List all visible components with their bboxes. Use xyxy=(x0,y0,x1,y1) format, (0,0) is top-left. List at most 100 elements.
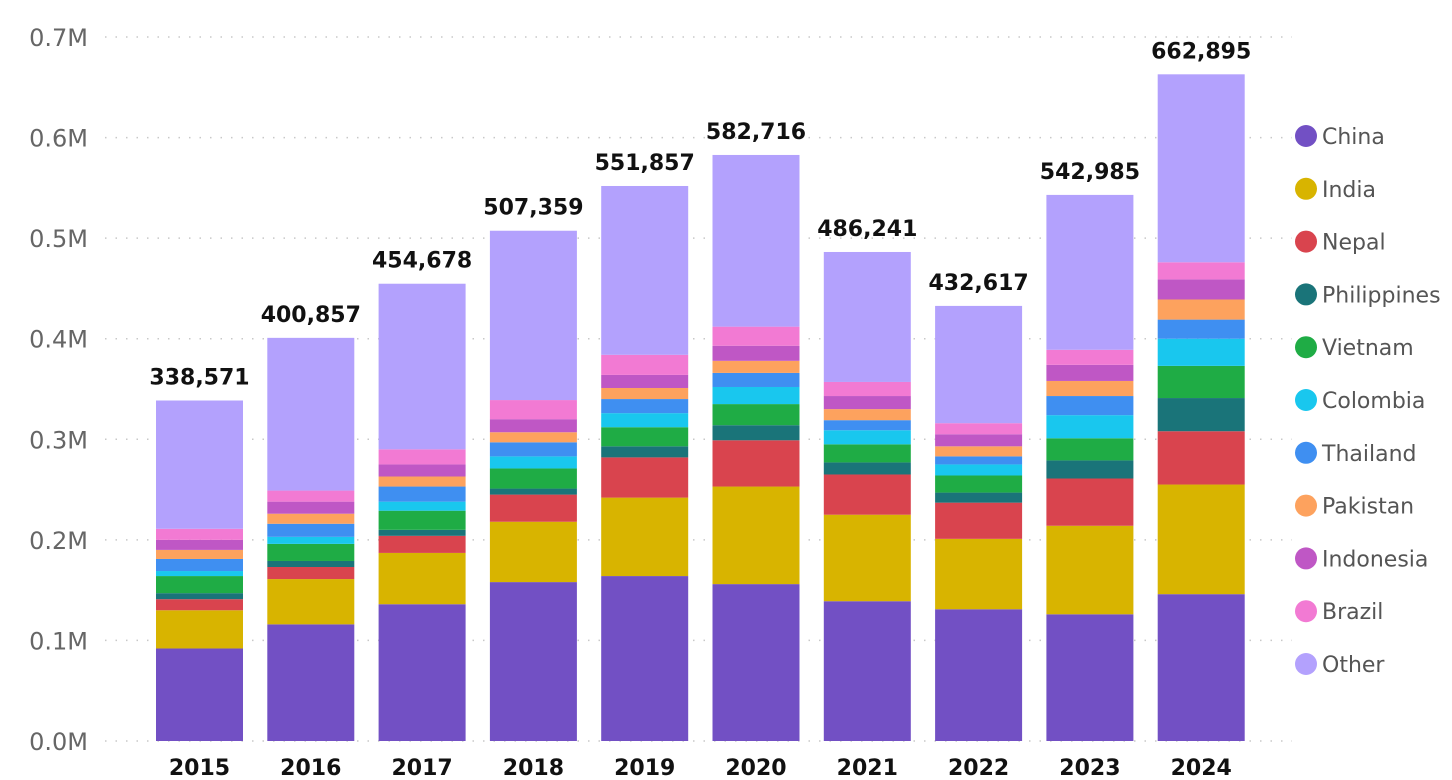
bar-segment-pakistan-2019[interactable] xyxy=(601,387,689,400)
bar-segment-brazil-2022[interactable] xyxy=(935,423,1023,435)
bar-segment-china-2019[interactable] xyxy=(601,576,689,741)
bar-segment-philippines-2019[interactable] xyxy=(601,446,689,458)
bar-segment-india-2019[interactable] xyxy=(601,497,689,577)
bar-segment-colombia-2018[interactable] xyxy=(489,456,577,469)
bar-segment-nepal-2021[interactable] xyxy=(823,474,911,515)
bar-segment-thailand-2017[interactable] xyxy=(378,486,466,502)
bar-segment-brazil-2020[interactable] xyxy=(712,326,800,346)
bar-segment-other-2016[interactable] xyxy=(267,337,355,491)
bar-segment-other-2019[interactable] xyxy=(601,185,689,355)
bar-segment-colombia-2022[interactable] xyxy=(935,464,1023,476)
bar-segment-thailand-2019[interactable] xyxy=(601,399,689,414)
bar-segment-other-2024[interactable] xyxy=(1157,74,1245,263)
legend-item-nepal[interactable]: Nepal xyxy=(1295,230,1386,256)
bar-segment-pakistan-2023[interactable] xyxy=(1046,380,1134,397)
legend-item-other[interactable]: Other xyxy=(1295,653,1385,678)
bar-segment-philippines-2016[interactable] xyxy=(267,560,355,568)
bar-segment-china-2021[interactable] xyxy=(823,601,911,741)
bar-segment-indonesia-2019[interactable] xyxy=(601,374,689,388)
legend-item-brazil[interactable]: Brazil xyxy=(1295,600,1383,625)
bar-segment-thailand-2015[interactable] xyxy=(156,558,243,572)
bar-segment-indonesia-2021[interactable] xyxy=(823,396,911,410)
bar-segment-pakistan-2022[interactable] xyxy=(935,446,1023,457)
bar-segment-pakistan-2017[interactable] xyxy=(378,476,466,487)
bar-segment-vietnam-2024[interactable] xyxy=(1157,365,1245,399)
bar-segment-other-2015[interactable] xyxy=(156,400,243,529)
bar-segment-indonesia-2018[interactable] xyxy=(489,419,577,433)
bar-segment-vietnam-2023[interactable] xyxy=(1046,438,1134,461)
bar-segment-nepal-2022[interactable] xyxy=(935,502,1023,539)
legend-item-philippines[interactable]: Philippines xyxy=(1295,283,1441,308)
bar-segment-other-2018[interactable] xyxy=(489,230,577,401)
bar-segment-philippines-2022[interactable] xyxy=(935,492,1023,503)
bar-segment-india-2018[interactable] xyxy=(489,521,577,583)
legend-item-indonesia[interactable]: Indonesia xyxy=(1295,547,1428,572)
bar-segment-vietnam-2021[interactable] xyxy=(823,444,911,463)
bar-segment-philippines-2018[interactable] xyxy=(489,488,577,495)
bar-segment-brazil-2015[interactable] xyxy=(156,528,243,540)
bar-segment-other-2017[interactable] xyxy=(378,283,466,450)
bar-segment-other-2021[interactable] xyxy=(823,251,911,382)
legend-item-india[interactable]: India xyxy=(1295,177,1376,203)
bar-segment-thailand-2024[interactable] xyxy=(1157,319,1245,339)
bar-segment-other-2023[interactable] xyxy=(1046,194,1134,350)
bar-segment-nepal-2019[interactable] xyxy=(601,457,689,498)
legend-item-colombia[interactable]: Colombia xyxy=(1295,389,1425,414)
bar-segment-brazil-2023[interactable] xyxy=(1046,349,1134,365)
legend-item-vietnam[interactable]: Vietnam xyxy=(1295,336,1414,361)
bar-segment-nepal-2024[interactable] xyxy=(1157,431,1245,485)
bar-segment-other-2020[interactable] xyxy=(712,154,800,327)
bar-segment-pakistan-2024[interactable] xyxy=(1157,299,1245,320)
bar-segment-brazil-2021[interactable] xyxy=(823,381,911,397)
bar-segment-brazil-2024[interactable] xyxy=(1157,262,1245,280)
bar-segment-colombia-2020[interactable] xyxy=(712,386,800,405)
bar-segment-vietnam-2018[interactable] xyxy=(489,468,577,489)
bar-segment-indonesia-2017[interactable] xyxy=(378,464,466,477)
bar-segment-thailand-2020[interactable] xyxy=(712,372,800,387)
bar-segment-colombia-2023[interactable] xyxy=(1046,415,1134,439)
legend-item-pakistan[interactable]: Pakistan xyxy=(1295,495,1414,520)
bar-segment-india-2022[interactable] xyxy=(935,538,1023,610)
bar-segment-colombia-2021[interactable] xyxy=(823,430,911,445)
bar-segment-philippines-2024[interactable] xyxy=(1157,398,1245,432)
bar-segment-philippines-2021[interactable] xyxy=(823,462,911,475)
bar-segment-india-2023[interactable] xyxy=(1046,525,1134,615)
bar-segment-brazil-2019[interactable] xyxy=(601,354,689,375)
bar-segment-brazil-2017[interactable] xyxy=(378,449,466,465)
bar-segment-china-2016[interactable] xyxy=(267,624,355,741)
bar-segment-colombia-2024[interactable] xyxy=(1157,338,1245,366)
bar-segment-india-2015[interactable] xyxy=(156,610,243,649)
bar-segment-vietnam-2022[interactable] xyxy=(935,475,1023,493)
bar-segment-thailand-2016[interactable] xyxy=(267,523,355,537)
bar-segment-indonesia-2024[interactable] xyxy=(1157,279,1245,300)
bar-segment-brazil-2018[interactable] xyxy=(489,400,577,420)
legend-item-china[interactable]: China xyxy=(1295,125,1385,150)
bar-segment-nepal-2015[interactable] xyxy=(156,599,243,611)
bar-segment-india-2024[interactable] xyxy=(1157,484,1245,595)
bar-segment-china-2018[interactable] xyxy=(489,582,577,741)
bar-segment-indonesia-2015[interactable] xyxy=(156,539,243,550)
bar-segment-pakistan-2018[interactable] xyxy=(489,432,577,443)
bar-segment-indonesia-2016[interactable] xyxy=(267,501,355,514)
bar-segment-thailand-2023[interactable] xyxy=(1046,396,1134,416)
bar-segment-colombia-2017[interactable] xyxy=(378,501,466,511)
bar-segment-india-2016[interactable] xyxy=(267,579,355,625)
bar-segment-nepal-2017[interactable] xyxy=(378,535,466,553)
bar-segment-indonesia-2020[interactable] xyxy=(712,345,800,361)
bar-segment-thailand-2018[interactable] xyxy=(489,442,577,457)
bar-segment-nepal-2020[interactable] xyxy=(712,440,800,487)
bar-segment-vietnam-2015[interactable] xyxy=(156,576,243,594)
bar-segment-philippines-2020[interactable] xyxy=(712,425,800,441)
bar-segment-philippines-2023[interactable] xyxy=(1046,460,1134,479)
bar-segment-vietnam-2017[interactable] xyxy=(378,510,466,530)
bar-segment-pakistan-2020[interactable] xyxy=(712,360,800,373)
bar-segment-nepal-2018[interactable] xyxy=(489,494,577,522)
bar-segment-india-2021[interactable] xyxy=(823,514,911,602)
bar-segment-vietnam-2020[interactable] xyxy=(712,404,800,426)
bar-segment-colombia-2016[interactable] xyxy=(267,536,355,544)
bar-segment-pakistan-2016[interactable] xyxy=(267,513,355,524)
bar-segment-vietnam-2019[interactable] xyxy=(601,427,689,447)
bar-segment-vietnam-2016[interactable] xyxy=(267,543,355,561)
bar-segment-china-2024[interactable] xyxy=(1157,594,1245,741)
bar-segment-philippines-2015[interactable] xyxy=(156,593,243,600)
